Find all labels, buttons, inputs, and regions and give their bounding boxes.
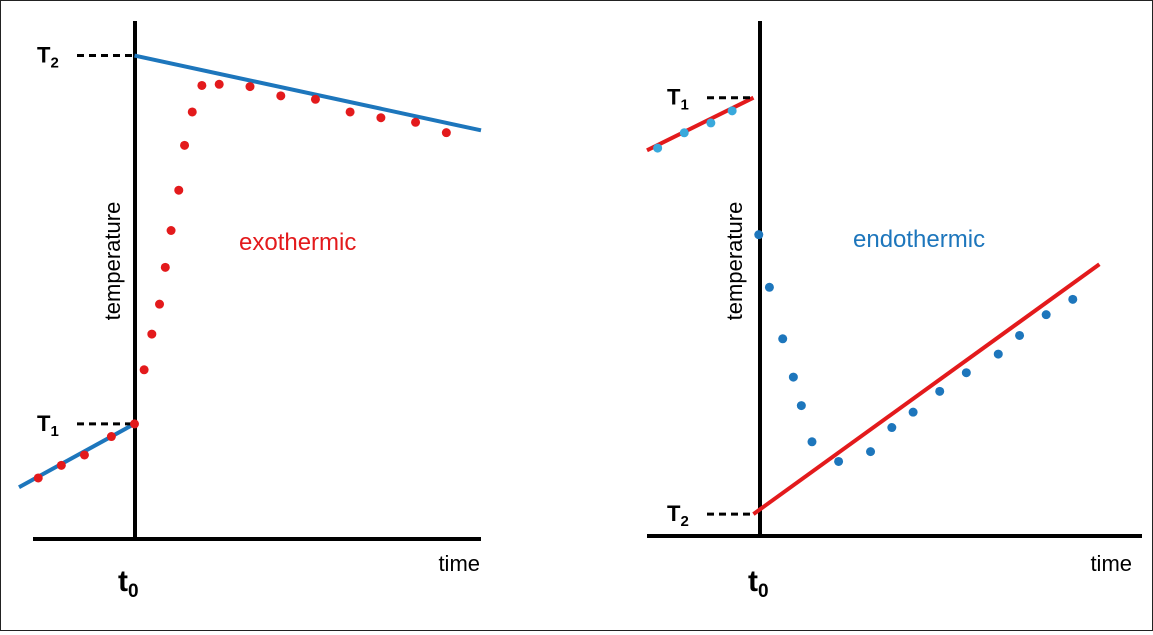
x-tick-label: t0 <box>118 565 139 602</box>
data-point <box>961 368 971 378</box>
level-label-sub: 1 <box>680 97 688 114</box>
x-tick-main: t <box>748 565 758 598</box>
fit-lines <box>646 95 1101 516</box>
x-tick-sub: 0 <box>758 581 769 602</box>
x-axis-label: time <box>438 551 480 576</box>
level-label-T1: T1 <box>37 411 59 440</box>
data-point <box>1015 330 1025 340</box>
data-point <box>79 450 89 460</box>
data-point <box>1068 294 1078 304</box>
data-point <box>706 118 716 128</box>
x-tick-label: t0 <box>748 565 769 602</box>
data-point <box>908 407 918 417</box>
data-point <box>180 140 190 150</box>
data-points <box>33 79 451 483</box>
data-point <box>866 447 876 457</box>
data-point <box>147 329 157 339</box>
data-point <box>411 117 421 127</box>
data-point <box>160 262 170 272</box>
data-point <box>276 91 286 101</box>
data-point <box>106 432 116 442</box>
data-point <box>441 128 451 138</box>
data-point <box>727 106 737 116</box>
level-dashes <box>707 96 752 516</box>
fit-line-2 <box>134 53 482 133</box>
x-axis-label: time <box>1090 551 1132 576</box>
data-point <box>376 113 386 123</box>
data-point <box>764 282 774 292</box>
panel-annotation: exothermic <box>239 229 356 256</box>
level-label-main: T <box>37 43 51 68</box>
level-label-sub: 1 <box>50 423 58 440</box>
y-axis-label: temperature <box>722 202 747 321</box>
data-point <box>993 349 1003 359</box>
level-label-T2: T2 <box>37 43 59 72</box>
data-point <box>778 334 788 344</box>
data-point <box>187 107 197 117</box>
level-label-main: T <box>37 411 51 436</box>
fit-line-2 <box>752 262 1101 516</box>
level-dashes <box>77 54 133 426</box>
x-tick-sub: 0 <box>128 581 139 602</box>
data-point <box>139 365 149 375</box>
data-point <box>214 79 224 89</box>
data-point <box>788 372 798 382</box>
data-point <box>33 473 43 483</box>
data-point <box>197 80 207 90</box>
panel-annotation: endothermic <box>853 226 985 253</box>
data-point <box>56 460 66 470</box>
level-label-main: T <box>667 501 681 526</box>
data-point <box>310 94 320 104</box>
level-label-sub: 2 <box>50 55 58 72</box>
level-label-T2: T2 <box>667 501 689 530</box>
data-point <box>887 423 897 433</box>
data-point <box>166 226 176 236</box>
level-label-main: T <box>667 85 681 110</box>
data-point <box>807 437 817 447</box>
data-point <box>130 419 139 429</box>
data-point <box>1041 310 1051 320</box>
data-point <box>345 107 355 117</box>
level-label-sub: 2 <box>680 513 688 530</box>
data-point <box>935 386 945 396</box>
data-point <box>754 230 764 240</box>
data-point <box>834 456 844 466</box>
data-point <box>245 82 255 92</box>
data-point <box>653 143 663 153</box>
data-points <box>653 106 1078 466</box>
data-point <box>679 128 689 138</box>
data-point <box>174 185 184 195</box>
fit-line-1 <box>646 95 755 153</box>
data-point <box>155 299 165 309</box>
x-tick-main: t <box>118 565 128 598</box>
level-label-T1: T1 <box>667 85 689 114</box>
y-axis-label: temperature <box>100 202 125 321</box>
data-point <box>796 401 806 411</box>
